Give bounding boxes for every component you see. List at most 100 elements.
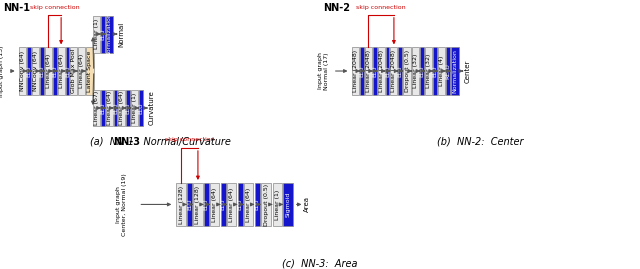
FancyBboxPatch shape [58,47,65,95]
Text: ELU: ELU [52,65,57,77]
Text: ELU: ELU [139,102,143,114]
Text: (c)  NN-3:  Area: (c) NN-3: Area [282,258,358,268]
FancyBboxPatch shape [385,47,389,95]
Text: Center: Center [465,59,470,83]
Text: Dropout (0.5): Dropout (0.5) [264,183,269,225]
Text: Linear (64): Linear (64) [120,91,124,125]
Text: Input graph
Normal (17): Input graph Normal (17) [318,52,328,90]
FancyBboxPatch shape [118,90,125,126]
FancyBboxPatch shape [193,183,203,226]
FancyBboxPatch shape [45,47,52,95]
Text: NN-1: NN-1 [3,3,30,13]
FancyBboxPatch shape [273,183,282,226]
FancyBboxPatch shape [32,47,39,95]
FancyBboxPatch shape [284,183,292,226]
Text: (a)  NN-1:  Normal/Curvature: (a) NN-1: Normal/Curvature [90,137,230,147]
Text: ELU: ELU [255,199,260,210]
FancyBboxPatch shape [210,183,220,226]
FancyBboxPatch shape [365,47,372,95]
Text: ELU: ELU [27,65,31,77]
Text: Linear (128): Linear (128) [195,185,200,224]
FancyBboxPatch shape [86,47,93,95]
Text: ELU: ELU [385,65,390,77]
FancyBboxPatch shape [204,183,209,226]
Text: Curvature: Curvature [149,91,155,125]
FancyBboxPatch shape [78,47,84,95]
FancyBboxPatch shape [106,90,113,126]
FancyBboxPatch shape [398,47,403,95]
Text: Linear (32): Linear (32) [413,54,418,88]
Text: Latent Space: Latent Space [87,50,92,92]
Text: skip connection: skip connection [164,137,214,142]
FancyBboxPatch shape [352,47,359,95]
FancyBboxPatch shape [93,16,100,52]
FancyBboxPatch shape [93,90,100,126]
Text: Linear (2048): Linear (2048) [366,50,371,92]
Text: Linear (128): Linear (128) [179,185,184,224]
Text: Linear (1): Linear (1) [275,189,280,220]
FancyBboxPatch shape [237,183,243,226]
Text: Linear (2048): Linear (2048) [392,50,396,92]
Text: ELU: ELU [204,199,209,210]
Text: Normalization: Normalization [452,49,457,93]
Text: Linear (64): Linear (64) [79,54,84,88]
Text: ELU: ELU [187,199,192,210]
Text: Input graph
Center, Normal (19): Input graph Center, Normal (19) [116,173,127,236]
FancyBboxPatch shape [177,183,186,226]
Text: Linear (32): Linear (32) [426,54,431,88]
FancyBboxPatch shape [114,90,118,126]
Text: ELU: ELU [65,65,70,77]
Text: ELU: ELU [221,199,226,210]
Text: skip connection: skip connection [30,5,79,10]
FancyBboxPatch shape [420,47,424,95]
FancyBboxPatch shape [227,183,236,226]
Text: Normalization: Normalization [107,12,111,56]
FancyBboxPatch shape [52,47,57,95]
Text: Linear (1): Linear (1) [132,93,137,123]
FancyBboxPatch shape [425,47,432,95]
FancyBboxPatch shape [244,183,253,226]
FancyBboxPatch shape [70,47,77,95]
Text: Sigmoid: Sigmoid [285,192,291,217]
Text: ELU: ELU [100,102,105,114]
FancyBboxPatch shape [140,90,143,126]
FancyBboxPatch shape [131,90,138,126]
FancyBboxPatch shape [255,183,260,226]
FancyBboxPatch shape [412,47,419,95]
FancyBboxPatch shape [19,47,26,95]
FancyBboxPatch shape [378,47,385,95]
FancyBboxPatch shape [445,47,450,95]
Text: (b)  NN-2:  Center: (b) NN-2: Center [436,137,524,147]
FancyBboxPatch shape [372,47,376,95]
FancyBboxPatch shape [65,47,69,95]
FancyBboxPatch shape [433,47,437,95]
FancyBboxPatch shape [403,47,412,95]
Text: Normal: Normal [118,22,125,47]
Text: Input graph (13): Input graph (13) [0,45,4,97]
FancyBboxPatch shape [106,16,113,52]
Text: Linear (64): Linear (64) [59,54,63,88]
Text: ELU: ELU [372,65,377,77]
Text: Linear (2048): Linear (2048) [353,50,358,92]
FancyBboxPatch shape [27,47,31,95]
Text: Linear (64): Linear (64) [46,54,51,88]
FancyBboxPatch shape [261,183,271,226]
Text: NN-2: NN-2 [323,3,350,13]
Text: Linear (64): Linear (64) [107,91,111,125]
Text: skip connection: skip connection [356,5,406,10]
Text: Area: Area [305,196,310,213]
Text: ELU: ELU [100,28,105,40]
FancyBboxPatch shape [187,183,192,226]
Text: Linear (2048): Linear (2048) [379,50,383,92]
Text: Linear (64): Linear (64) [246,187,251,222]
FancyBboxPatch shape [40,47,44,95]
Text: ELU: ELU [360,65,364,77]
Text: Linear (67): Linear (67) [94,91,99,125]
Text: RELU: RELU [445,63,450,79]
Text: Linear (1): Linear (1) [94,19,99,49]
FancyBboxPatch shape [390,47,397,95]
FancyBboxPatch shape [438,47,445,95]
FancyBboxPatch shape [101,90,105,126]
Text: Linear (4): Linear (4) [439,56,444,86]
Text: ELU: ELU [237,199,243,210]
